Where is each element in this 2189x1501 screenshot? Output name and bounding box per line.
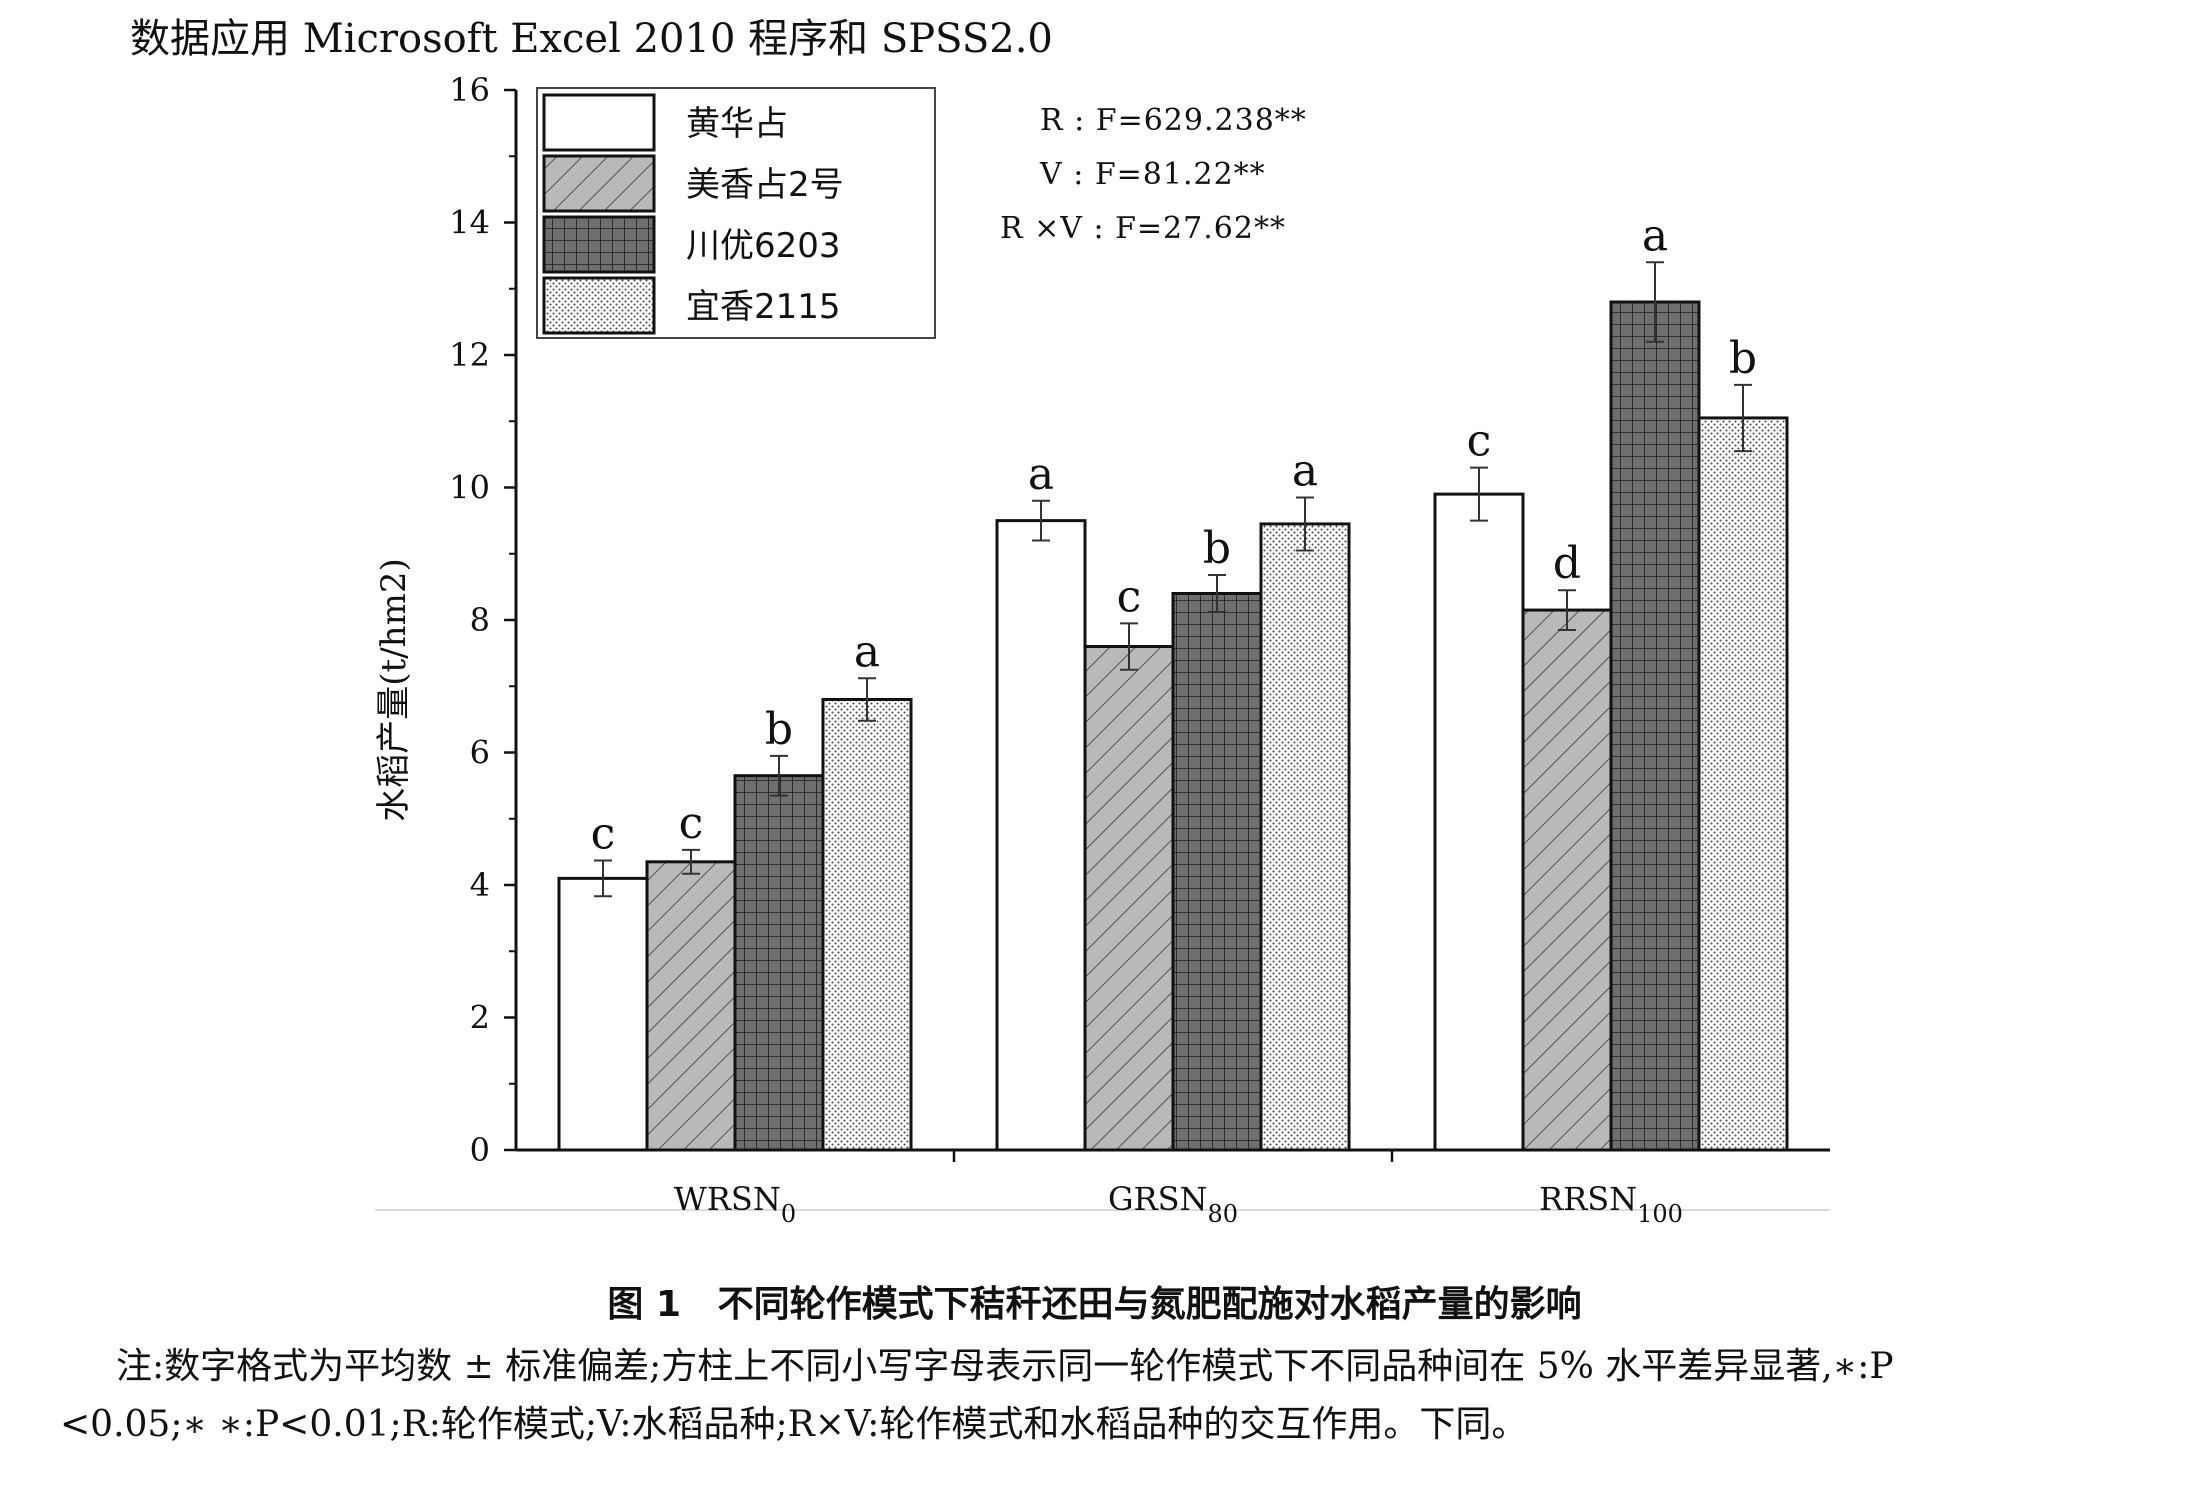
bar [1521, 608, 1613, 1152]
bar [821, 698, 913, 1152]
significance-letter: c [591, 808, 616, 859]
legend-swatch [542, 215, 656, 274]
bar [1697, 416, 1789, 1152]
significance-letter: a [1292, 445, 1318, 496]
legend-label: 黄华占 [686, 104, 788, 144]
legend-swatch [542, 276, 656, 335]
significance-letter: c [1117, 571, 1142, 622]
bar [1083, 645, 1175, 1152]
bar [733, 774, 825, 1152]
y-tick-label: 8 [470, 601, 490, 639]
legend-label: 美香占2号 [686, 165, 844, 205]
note-line-2: <0.05;∗ ∗:P<0.01;R:轮作模式;V:水稻品种;R×V:轮作模式和… [60, 1404, 1528, 1445]
legend-swatch [542, 93, 656, 152]
bar [557, 876, 649, 1152]
bar-chart: 0 2 4 6 8 10 12 14 16 水稻产量(t/hm2) WRSN0 c c b a GRSN80 a… [374, 71, 1830, 1228]
bar [1433, 492, 1525, 1152]
legend-label: 宜香2115 [686, 287, 841, 327]
x-category-label: WRSN0 [674, 1180, 796, 1228]
significance-letter: a [854, 626, 880, 677]
figure-title: 不同轮作模式下秸秆还田与氮肥配施对水稻产量的影响 [717, 1284, 1582, 1325]
bar [645, 860, 737, 1152]
y-tick-label: 16 [449, 71, 490, 109]
significance-letter: c [1467, 416, 1492, 467]
y-tick-label: 6 [470, 734, 490, 772]
labels: 0 2 4 6 8 10 12 14 16 水稻产量(t/hm2) WRSN0 c c b a GRSN80 a… [374, 71, 1757, 1228]
stats-line: R : F=629.238** [1040, 103, 1307, 138]
significance-letter: b [1729, 333, 1757, 384]
bar [1609, 300, 1701, 1152]
x-category-label: GRSN80 [1108, 1180, 1238, 1228]
y-tick-label: 10 [449, 469, 490, 507]
bar [1171, 592, 1263, 1152]
legend-label: 川优6203 [686, 226, 841, 266]
y-tick-label: 14 [449, 204, 490, 242]
y-tick-label: 0 [470, 1131, 490, 1169]
stats-line: V : F=81.22** [1039, 157, 1266, 192]
x-category-label: RRSN100 [1539, 1180, 1683, 1228]
stats-line: R ×V : F=27.62** [1000, 211, 1286, 246]
y-tick-label: 4 [470, 866, 490, 904]
bar [995, 519, 1087, 1152]
significance-letter: c [679, 798, 704, 849]
significance-letter: b [765, 704, 793, 755]
stats-annotation: R : F=629.238** V : F=81.22** R ×V : F=27.… [1000, 103, 1307, 246]
legend-swatch [542, 154, 656, 213]
significance-letter: a [1028, 449, 1054, 500]
significance-letter: b [1203, 523, 1231, 574]
y-tick-label: 2 [470, 999, 490, 1037]
significance-letter: d [1553, 538, 1581, 589]
header-text: 数据应用 Microsoft Excel 2010 程序和 SPSS2.0 [130, 16, 1053, 62]
bar [1259, 522, 1351, 1152]
note-line-1: 注:数字格式为平均数 ± 标准偏差;方柱上不同小写字母表示同一轮作模式下不同品种… [116, 1346, 1894, 1387]
bars [557, 261, 1789, 1152]
significance-letter: a [1642, 210, 1668, 261]
y-axis-label: 水稻产量(t/hm2) [374, 558, 414, 821]
figure-caption: 图 1 不同轮作模式下秸秆还田与氮肥配施对水稻产量的影响 [0, 1275, 2189, 1327]
y-tick-label: 12 [449, 336, 490, 374]
figure-label: 图 1 [607, 1284, 682, 1325]
